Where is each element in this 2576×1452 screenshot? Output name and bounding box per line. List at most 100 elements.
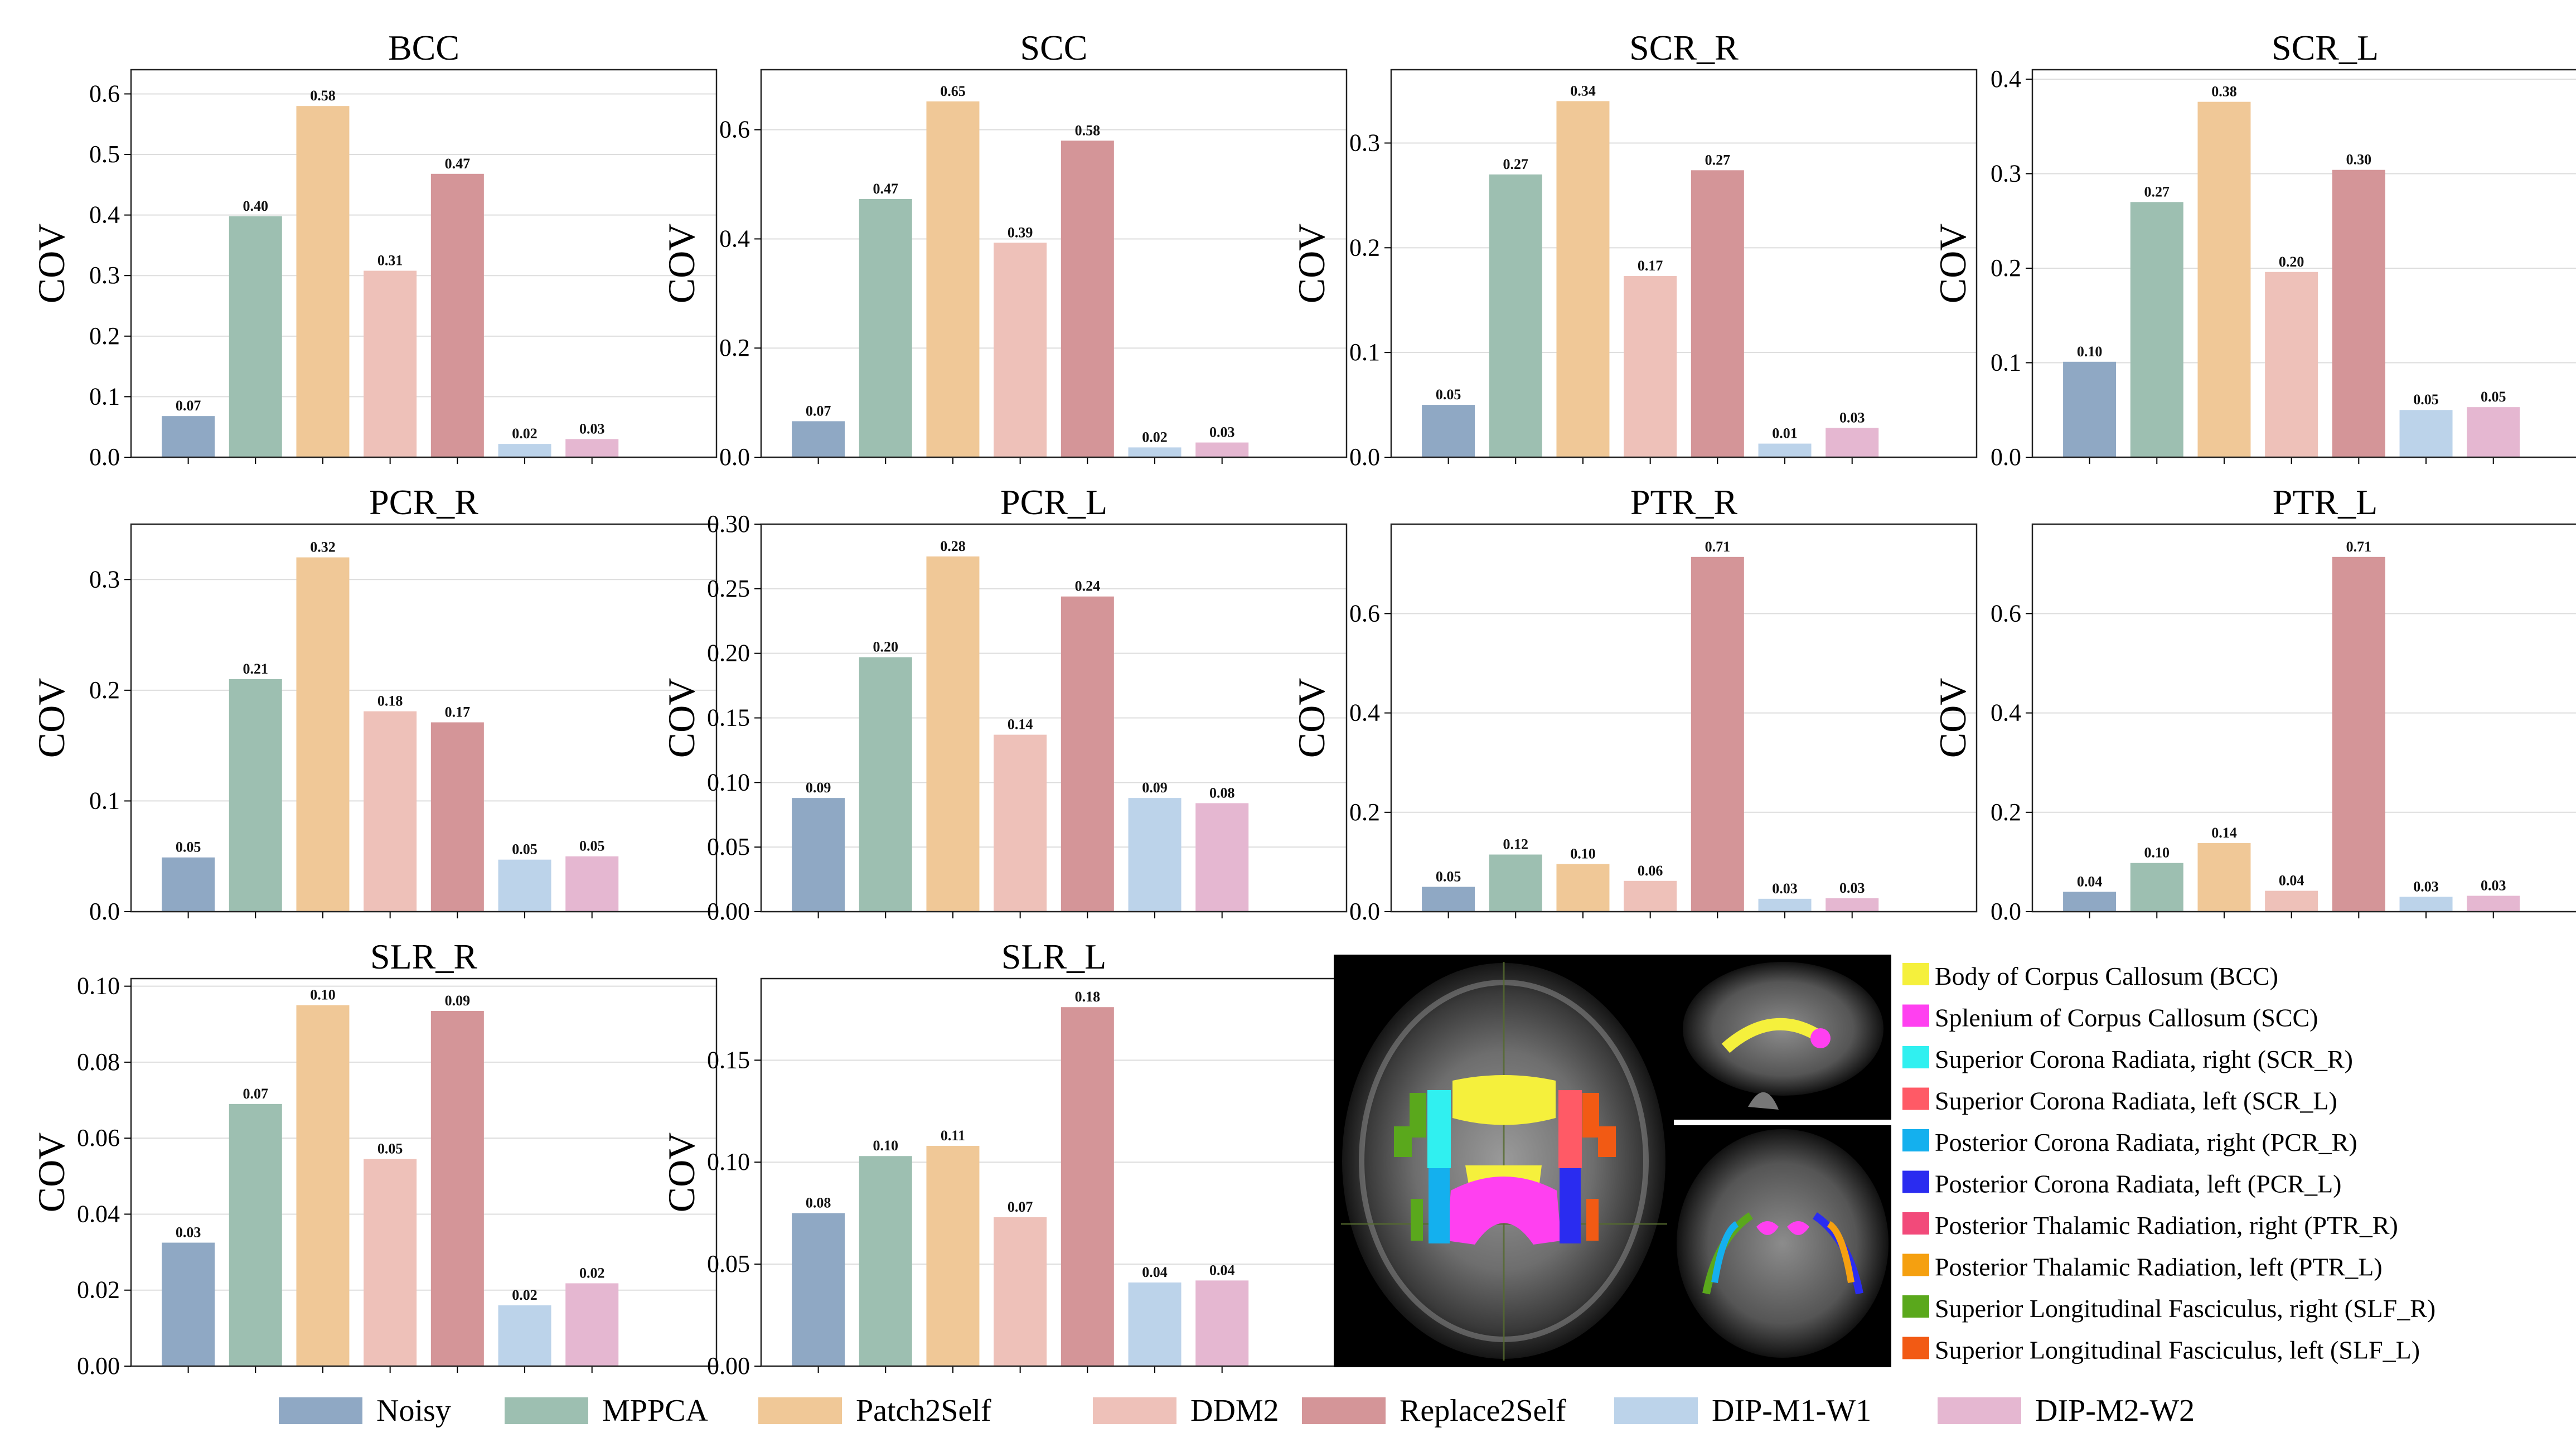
subplot-scc: 0.07 0.47 0.65 0.39 0.58 0.02 0.03 0.0 0.2 0.4 0.6… xyxy=(660,28,1348,471)
data-label: 0.07 xyxy=(806,403,831,419)
data-label: 0.32 xyxy=(310,539,336,555)
region-swatch xyxy=(1902,1046,1929,1068)
data-label: 0.05 xyxy=(2413,391,2439,408)
bar-ddm2 xyxy=(2265,890,2318,912)
bar-replace2self xyxy=(1061,1007,1114,1366)
data-label: 0.05 xyxy=(512,841,538,858)
bar-patch2self xyxy=(1556,101,1610,458)
y-tick-label: 0.1 xyxy=(1991,349,2021,376)
bar-noisy xyxy=(792,421,845,457)
y-tick-label: 0.00 xyxy=(707,1352,750,1380)
data-label: 0.14 xyxy=(1008,717,1033,733)
data-label: 0.71 xyxy=(1705,539,1731,555)
data-label: 0.38 xyxy=(2211,84,2237,100)
bar-replace2self xyxy=(1691,170,1744,457)
data-label: 0.27 xyxy=(2144,183,2170,200)
bar-noisy xyxy=(2063,361,2117,457)
bar-dip-m2-w2 xyxy=(1195,442,1249,457)
y-axis-label: COV xyxy=(1931,224,1974,304)
data-label: 0.40 xyxy=(243,198,269,214)
bar-ddm2 xyxy=(1624,276,1677,457)
data-label: 0.05 xyxy=(176,839,201,855)
subplot-title: SLR_R xyxy=(370,937,477,976)
y-tick-label: 0.00 xyxy=(707,898,750,925)
region-swatch xyxy=(1902,1087,1929,1110)
y-tick-label: 0.2 xyxy=(1349,234,1380,261)
legend-swatch-ddm2 xyxy=(1093,1397,1176,1424)
y-tick-label: 0.4 xyxy=(89,201,120,229)
data-label: 0.03 xyxy=(2413,878,2439,894)
legend-label: DDM2 xyxy=(1190,1393,1279,1428)
subplot-title: PCR_L xyxy=(1000,482,1107,522)
legend-swatch-dip-m1-w1 xyxy=(1614,1397,1698,1424)
bar-replace2self xyxy=(1691,556,1744,912)
y-tick-label: 0.10 xyxy=(707,1148,750,1175)
data-label: 0.30 xyxy=(2346,152,2372,168)
data-label: 0.01 xyxy=(1772,425,1798,442)
y-tick-label: 0.4 xyxy=(1349,699,1380,727)
bar-patch2self xyxy=(296,106,350,457)
data-label: 0.18 xyxy=(1075,989,1101,1005)
y-axis-label: COV xyxy=(1290,678,1333,758)
data-label: 0.03 xyxy=(176,1224,201,1241)
bar-ddm2 xyxy=(1624,880,1677,912)
bar-dip-m1-w1 xyxy=(498,859,551,912)
bar-noisy xyxy=(792,798,845,912)
data-label: 0.47 xyxy=(445,156,471,172)
data-label: 0.04 xyxy=(2279,873,2304,889)
data-label: 0.27 xyxy=(1705,152,1731,168)
y-tick-label: 0.6 xyxy=(1349,599,1380,627)
y-tick-label: 0.2 xyxy=(89,322,120,350)
y-axis-label: COV xyxy=(660,678,703,758)
bar-patch2self xyxy=(296,557,350,912)
bar-replace2self xyxy=(2332,556,2385,912)
data-label: 0.02 xyxy=(512,1287,538,1303)
region-label: Posterior Corona Radiata, left (PCR_L) xyxy=(1935,1170,2342,1198)
bar-dip-m2-w2 xyxy=(565,1283,619,1366)
y-tick-label: 0.0 xyxy=(1349,898,1380,925)
bar-patch2self xyxy=(2197,843,2251,912)
y-tick-label: 0.3 xyxy=(89,262,120,289)
subplot-scr-l: 0.10 0.27 0.38 0.20 0.30 0.05 0.05 0.0 0.1 0.2 0.3… xyxy=(1931,28,2576,471)
y-tick-label: 0.2 xyxy=(89,676,120,704)
bar-replace2self xyxy=(430,1010,484,1366)
legend-label: DIP-M1-W1 xyxy=(1712,1393,1871,1428)
subplot-slr-r: 0.03 0.07 0.10 0.05 0.09 0.02 0.02 0.00 0.02 0.04… xyxy=(30,937,718,1380)
bar-dip-m1-w1 xyxy=(1128,798,1182,912)
bar-mppca xyxy=(229,1103,282,1366)
bar-ddm2 xyxy=(994,734,1047,912)
data-label: 0.05 xyxy=(2481,389,2506,405)
bar-patch2self xyxy=(2197,101,2251,457)
data-label: 0.18 xyxy=(377,693,403,709)
data-label: 0.10 xyxy=(2144,845,2170,861)
data-label: 0.12 xyxy=(1503,836,1529,853)
y-tick-label: 0.4 xyxy=(1991,65,2021,93)
data-label: 0.05 xyxy=(377,1141,403,1157)
data-label: 0.08 xyxy=(1209,785,1235,801)
region-swatch xyxy=(1902,1253,1929,1276)
y-tick-label: 0.0 xyxy=(719,443,750,471)
bar-dip-m2-w2 xyxy=(1195,803,1249,912)
data-label: 0.31 xyxy=(377,253,403,269)
charts-layer: 0.07 0.40 0.58 0.31 0.47 0.02 0.03 0.0 0.1 0.2 0.3… xyxy=(30,28,2576,1380)
data-label: 0.02 xyxy=(1142,429,1168,445)
y-axis-label: COV xyxy=(1290,224,1333,304)
bar-mppca xyxy=(2130,202,2183,457)
y-tick-label: 0.0 xyxy=(89,443,120,471)
region-swatch xyxy=(1902,1129,1929,1151)
data-label: 0.20 xyxy=(2279,254,2304,270)
y-tick-label: 0.3 xyxy=(89,565,120,593)
data-label: 0.11 xyxy=(941,1127,965,1144)
bar-dip-m2-w2 xyxy=(1195,1280,1249,1366)
y-axis-label: COV xyxy=(660,224,703,304)
subplot-scr-r: 0.05 0.27 0.34 0.17 0.27 0.01 0.03 0.0 0.1 0.2 0.3… xyxy=(1290,28,1978,471)
bar-replace2self xyxy=(430,173,484,457)
data-label: 0.02 xyxy=(579,1265,605,1281)
method-legend: Noisy MPPCA Patch2Self DDM2 Replace2Self DIP-… xyxy=(279,1393,2195,1428)
data-label: 0.10 xyxy=(1570,845,1596,861)
axes-frame xyxy=(130,977,718,1367)
y-tick-label: 0.0 xyxy=(1349,443,1380,471)
data-label: 0.39 xyxy=(1008,224,1033,240)
data-label: 0.03 xyxy=(1839,880,1865,896)
